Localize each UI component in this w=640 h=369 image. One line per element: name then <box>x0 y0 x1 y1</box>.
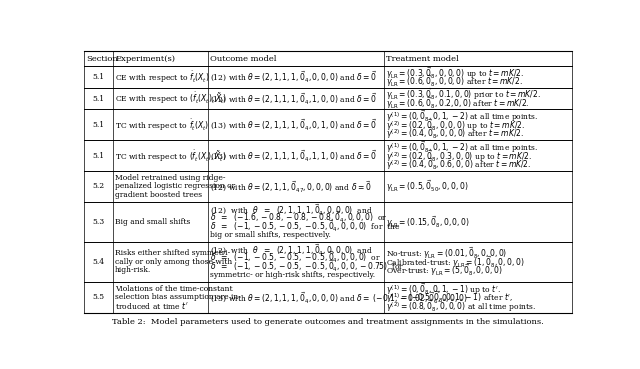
Text: 5.2: 5.2 <box>92 182 104 190</box>
Text: $\gamma^{(1)} = (-0.5,\vec{0}_8,0,1,-1)$ after $t'$,: $\gamma^{(1)} = (-0.5,\vec{0}_8,0,1,-1)$… <box>386 290 513 305</box>
Text: gradient boosted trees: gradient boosted trees <box>115 191 202 199</box>
Text: 5.1: 5.1 <box>92 94 104 103</box>
Text: $\delta$  $=$  $(-1,-0.5,-0.5,-0.5,\vec{0}_4,0,0,-0.75)$  for: $\delta$ $=$ $(-1,-0.5,-0.5,-0.5,\vec{0}… <box>211 259 405 274</box>
Text: Big and small shifts: Big and small shifts <box>115 218 191 226</box>
Text: 5.1: 5.1 <box>92 73 104 81</box>
Text: $\gamma_{\mathrm{LR}} = (0.3,\vec{0}_8,0.1,0,0)$ prior to $t = mK/2$.: $\gamma_{\mathrm{LR}} = (0.3,\vec{0}_8,0… <box>386 86 541 102</box>
Text: $\gamma^{(2)} = (0.2,\vec{0}_8,0,0,0)$ up to $t = mK/2$.: $\gamma^{(2)} = (0.2,\vec{0}_8,0,0,0)$ u… <box>386 117 525 133</box>
Text: (13) with $\theta = (2,1,1,1,\vec{0}_4,0,1,0)$ and $\delta = \vec{0}$: (13) with $\theta = (2,1,1,1,\vec{0}_4,0… <box>211 117 378 132</box>
Text: $\gamma^{(1)} = (0,\vec{0}_8,0,1,-1)$ up to $t'$.: $\gamma^{(1)} = (0,\vec{0}_8,0,1,-1)$ up… <box>386 281 501 297</box>
Text: (12)  with  $\theta$  $=$  $(2,1,1,1,\vec{0}_4,0,0,0)$  and: (12) with $\theta$ $=$ $(2,1,1,1,\vec{0}… <box>211 202 373 217</box>
Text: $\delta$  $=$  $(-1,-0.5,-0.5,-0.5,\vec{0}_4,0,0,0)$  for  the: $\delta$ $=$ $(-1,-0.5,-0.5,-0.5,\vec{0}… <box>211 218 401 234</box>
Text: CE with respect to $\dot{f}_t(X_t)$: CE with respect to $\dot{f}_t(X_t)$ <box>115 69 210 85</box>
Text: $\gamma^{(2)} = (0.8,\vec{0}_8,0,0,0)$ at all time points.: $\gamma^{(2)} = (0.8,\vec{0}_8,0,0,0)$ a… <box>386 298 536 314</box>
Text: Experiment(s): Experiment(s) <box>115 55 175 63</box>
Text: No-trust: $\gamma_{\mathrm{LR}} = (0.01,\vec{0}_8,0,0,0)$: No-trust: $\gamma_{\mathrm{LR}} = (0.01,… <box>386 246 508 261</box>
Text: 5.5: 5.5 <box>92 293 104 301</box>
Text: TC with respect to $\dot{f}_t(X_t)$: TC with respect to $\dot{f}_t(X_t)$ <box>115 117 209 133</box>
Text: symmetric- or high-risk shifts, respectively.: symmetric- or high-risk shifts, respecti… <box>211 270 376 279</box>
Text: 5.1: 5.1 <box>92 152 104 160</box>
Text: $\gamma^{(2)} = (0.2,\vec{0}_8,0.3,0,0)$ up to $t = mK/2$.: $\gamma^{(2)} = (0.2,\vec{0}_8,0.3,0,0)$… <box>386 148 532 163</box>
Text: (12) with $\theta = (2,1,1,1,\vec{0}_4,0,0,0)$ and $\delta = \vec{0}$: (12) with $\theta = (2,1,1,1,\vec{0}_4,0… <box>211 69 378 84</box>
Text: $\gamma_{\mathrm{LR}} = (0.5,\vec{0}_{50},0,0,0)$: $\gamma_{\mathrm{LR}} = (0.5,\vec{0}_{50… <box>386 179 468 194</box>
Text: Risks either shifted symmetri-: Risks either shifted symmetri- <box>115 249 230 258</box>
Text: Calibrated-trust: $\gamma_{\mathrm{LR}} = (1,\vec{0}_8,0,0,0)$: Calibrated-trust: $\gamma_{\mathrm{LR}} … <box>386 254 525 270</box>
Text: Over-trust: $\gamma_{\mathrm{LR}} = (5,\vec{0}_8,0,0,0)$: Over-trust: $\gamma_{\mathrm{LR}} = (5,\… <box>386 262 503 278</box>
Text: troduced at time $t'$: troduced at time $t'$ <box>115 300 189 311</box>
Text: selection bias assumption are in-: selection bias assumption are in- <box>115 293 241 301</box>
Text: $\gamma_{\mathrm{LR}} = (0.6,\vec{0}_8,0.2,0,0)$ after $t = mK/2$.: $\gamma_{\mathrm{LR}} = (0.6,\vec{0}_8,0… <box>386 95 530 111</box>
Text: (12) with $\theta = (2,1,1,\vec{0}_{47},0,0,0)$ and $\delta = \vec{0}$: (12) with $\theta = (2,1,1,\vec{0}_{47},… <box>211 179 372 194</box>
Text: Table 2:  Model parameters used to generate outcomes and treatment assignments i: Table 2: Model parameters used to genera… <box>112 318 544 327</box>
Text: $\delta$  $=$  $(-1.6,-0.8,-0.8,-0.8,\vec{0}_4,0,0,0)$  or: $\delta$ $=$ $(-1.6,-0.8,-0.8,-0.8,\vec{… <box>211 210 388 225</box>
Text: 5.3: 5.3 <box>92 218 104 226</box>
Text: (12)  with  $\theta$  $=$  $(2,1,1,1,\vec{0}_4,0,0,0)$  and: (12) with $\theta$ $=$ $(2,1,1,1,\vec{0}… <box>211 242 373 256</box>
Text: Outcome model: Outcome model <box>211 55 277 63</box>
Text: $\gamma^{(1)} = (0,\vec{0}_8,0,1,-2)$ at all time points.: $\gamma^{(1)} = (0,\vec{0}_8,0,1,-2)$ at… <box>386 108 539 124</box>
Text: $\delta$  $=$  $(-1,-0.5,-0.5,-0.5,\vec{0}_4,0,0,0)$  or: $\delta$ $=$ $(-1,-0.5,-0.5,-0.5,\vec{0}… <box>211 250 381 265</box>
Text: $\gamma^{(2)} = (0.4,\vec{0}_8,0.6,0,0)$ after $t = mK/2$.: $\gamma^{(2)} = (0.4,\vec{0}_8,0.6,0,0)$… <box>386 156 531 172</box>
Text: $\gamma^{(2)} = (0.4,\vec{0}_8,0,0,0)$ after $t = mK/2$.: $\gamma^{(2)} = (0.4,\vec{0}_8,0,0,0)$ a… <box>386 125 524 141</box>
Text: TC with respect to $(\dot{f}_t(X_t), \tilde{X}_t)$: TC with respect to $(\dot{f}_t(X_t), \ti… <box>115 148 227 163</box>
Text: big or small shifts, respectively.: big or small shifts, respectively. <box>211 231 332 239</box>
Text: CE with respect to $(\dot{f}_t(X_t), \tilde{X}_t)$: CE with respect to $(\dot{f}_t(X_t), \ti… <box>115 91 227 107</box>
Text: Section: Section <box>86 55 118 63</box>
Text: 5.4: 5.4 <box>92 258 104 266</box>
Text: (13) with $\theta = (2,1,1,1,\vec{0}_4,0,0,0)$ and $\delta =$ $(-0.1,-0.02,\vec{: (13) with $\theta = (2,1,1,1,\vec{0}_4,0… <box>211 290 468 305</box>
Text: (13) with $\theta = (2,1,1,1,\vec{0}_4,1,1,0)$ and $\delta = \vec{0}$: (13) with $\theta = (2,1,1,1,\vec{0}_4,1… <box>211 148 378 163</box>
Text: $\gamma_{\mathrm{LR}} = (0.15,\vec{0}_8,0,0,0)$: $\gamma_{\mathrm{LR}} = (0.15,\vec{0}_8,… <box>386 214 470 230</box>
Text: high-risk.: high-risk. <box>115 266 152 275</box>
Text: 5.1: 5.1 <box>92 121 104 129</box>
Text: Treatment model: Treatment model <box>386 55 459 63</box>
Text: $\gamma_{\mathrm{LR}} = (0.6,\vec{0}_8,0,0,0)$ after $t = mK/2$.: $\gamma_{\mathrm{LR}} = (0.6,\vec{0}_8,0… <box>386 73 523 89</box>
Text: penalized logistic regression or: penalized logistic regression or <box>115 182 236 190</box>
Text: $\gamma^{(1)} = (0,\vec{0}_8,0,1,-2)$ at all time points.: $\gamma^{(1)} = (0,\vec{0}_8,0,1,-2)$ at… <box>386 139 539 155</box>
Text: Model retrained using ridge-: Model retrained using ridge- <box>115 174 226 182</box>
Text: Violations of the time-constant: Violations of the time-constant <box>115 285 233 293</box>
Text: (12) with $\theta = (2,1,1,1,\vec{0}_4,1,0,0)$ and $\delta = \vec{0}$: (12) with $\theta = (2,1,1,1,\vec{0}_4,1… <box>211 91 378 106</box>
Text: $\gamma_{\mathrm{LR}} = (0.3,\vec{0}_8,0,0,0)$ up to $t = mK/2$.: $\gamma_{\mathrm{LR}} = (0.3,\vec{0}_8,0… <box>386 65 524 80</box>
Text: cally or only among those with: cally or only among those with <box>115 258 232 266</box>
